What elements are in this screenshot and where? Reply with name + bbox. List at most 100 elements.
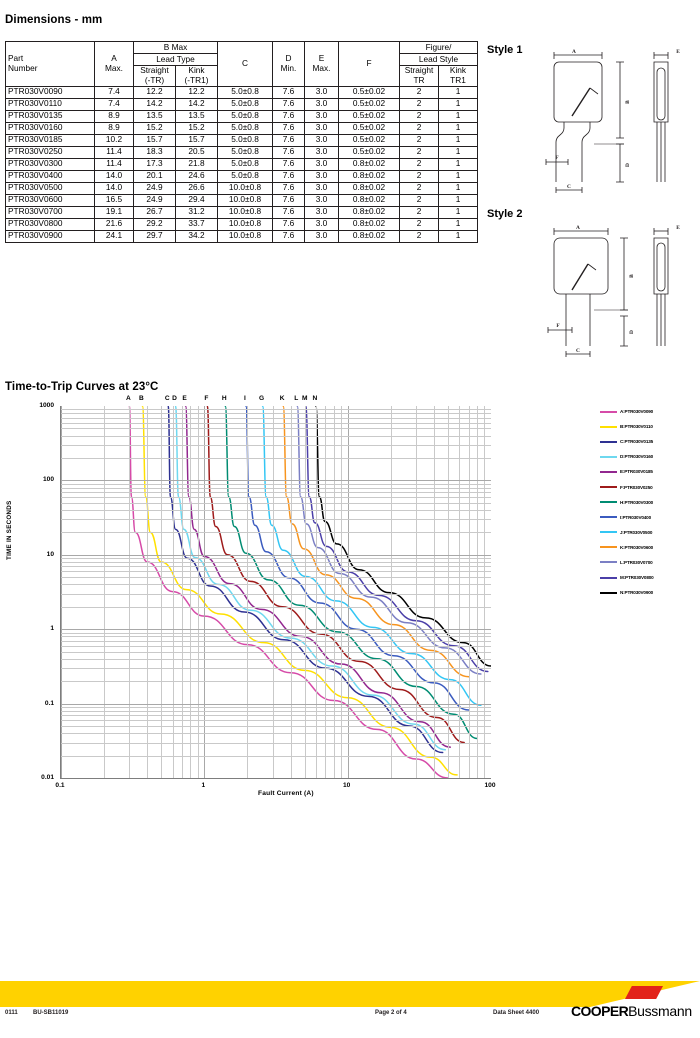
cell-e: 3.0 xyxy=(304,205,339,219)
legend-item[interactable]: H:PTR030V0300 xyxy=(600,495,700,510)
legend-item[interactable]: F:PTR030V0250 xyxy=(600,479,700,494)
cell-b-kink: 33.7 xyxy=(175,217,218,231)
header-row-2: Lead Type Lead Style xyxy=(6,53,478,66)
gridline-horizontal xyxy=(61,487,491,489)
cell-fig-straight: 2 xyxy=(399,169,439,183)
legend-item[interactable]: B:PTR030V0110 xyxy=(600,419,700,434)
legend-item[interactable]: K:PTR030V0600 xyxy=(600,540,700,555)
svg-text:F: F xyxy=(555,155,559,161)
svg-text:C: C xyxy=(567,184,571,190)
gridline-horizontal xyxy=(61,703,491,705)
col-b-kink: Kink (-TR1) xyxy=(175,65,218,87)
cell-d: 7.6 xyxy=(272,109,305,123)
gridline-vertical xyxy=(147,406,149,778)
table-row: PTR030V0700 19.1 26.7 31.2 10.0±0.8 7.6 3.0 0.8… xyxy=(5,205,478,219)
gridline-horizontal xyxy=(61,496,491,498)
cell-f: 0.5±0.02 xyxy=(338,145,400,159)
cell-fig-straight: 2 xyxy=(399,145,439,159)
cell-a: 8.9 xyxy=(94,121,134,135)
gridline-horizontal xyxy=(61,480,491,482)
legend-swatch-icon xyxy=(600,410,617,413)
legend-item[interactable]: M:PTR030V0800 xyxy=(600,570,700,585)
legend-label: B:PTR030V0110 xyxy=(620,424,653,430)
cell-b-kink: 26.6 xyxy=(175,181,218,195)
gridline-vertical xyxy=(484,406,486,778)
legend-item[interactable]: D:PTR030V0160 xyxy=(600,449,700,464)
y-tick-1: 1 xyxy=(50,625,54,633)
gridline-horizontal xyxy=(61,636,491,638)
gridline-horizontal xyxy=(61,409,491,411)
table-row: PTR030V0250 11.4 18.3 20.5 5.0±0.8 7.6 3.0 0.5±… xyxy=(5,145,478,159)
cell-b-straight: 24.9 xyxy=(133,193,176,207)
gridline-horizontal xyxy=(61,566,491,568)
legend-item[interactable]: E:PTR030V0185 xyxy=(600,464,700,479)
svg-text:E: E xyxy=(676,49,680,55)
legend-label: M:PTR030V0800 xyxy=(620,575,654,581)
col-e: E Max. xyxy=(304,41,339,87)
cell-fig-straight: 2 xyxy=(399,97,439,111)
style-1-label: Style 1 xyxy=(487,44,523,56)
gridline-horizontal xyxy=(61,606,491,608)
col-d: D Min. xyxy=(272,41,305,87)
cell-b-straight: 12.2 xyxy=(133,85,176,99)
chart-title: Time-to-Trip Curves at 23°C xyxy=(5,381,159,393)
cell-part: PTR030V0185 xyxy=(5,133,95,147)
curve-D xyxy=(174,406,447,751)
cell-d: 7.6 xyxy=(272,169,305,183)
footer-page-number: Page 2 of 4 xyxy=(375,1010,407,1016)
gridline-horizontal xyxy=(61,725,491,727)
cell-e: 3.0 xyxy=(304,193,339,207)
curve-marker-L: L xyxy=(294,395,299,402)
gridline-horizontal xyxy=(61,629,491,631)
svg-text:A: A xyxy=(572,49,576,55)
curve-marker-A: A xyxy=(125,395,131,402)
cell-c: 10.0±0.8 xyxy=(217,181,273,195)
cell-c: 10.0±0.8 xyxy=(217,205,273,219)
gridline-horizontal xyxy=(61,658,491,660)
cell-d: 7.6 xyxy=(272,193,305,207)
col-fig-straight: Straight TR xyxy=(399,65,439,87)
svg-text:C: C xyxy=(576,348,580,354)
legend-item[interactable]: L:PTR030V0700 xyxy=(600,555,700,570)
cell-e: 3.0 xyxy=(304,217,339,231)
legend-swatch-icon xyxy=(600,516,617,519)
legend-item[interactable]: I:PTR030V0400 xyxy=(600,510,700,525)
curve-marker-E: E xyxy=(182,395,187,402)
legend-item[interactable]: C:PTR030V0135 xyxy=(600,434,700,449)
svg-text:B: B xyxy=(629,274,635,278)
cell-f: 0.8±0.02 xyxy=(338,169,400,183)
cell-a: 7.4 xyxy=(94,85,134,99)
x-tick-10: 10 xyxy=(342,782,351,789)
header-row-1: Part Number A Max. B Max C D Min. E Max.… xyxy=(5,41,478,87)
svg-text:A: A xyxy=(576,225,580,231)
legend-item[interactable]: A:PTR030V0090 xyxy=(600,404,700,419)
cell-part: PTR030V0700 xyxy=(5,205,95,219)
legend-item[interactable]: N:PTR030V0900 xyxy=(600,585,700,600)
curve-F xyxy=(206,406,465,744)
gridline-vertical xyxy=(325,406,327,778)
legend-swatch-icon xyxy=(600,455,617,458)
cell-f: 0.8±0.02 xyxy=(338,205,400,219)
cell-e: 3.0 xyxy=(304,145,339,159)
table-header: Part Number A Max. B Max C D Min. E Max.… xyxy=(5,41,478,87)
cell-part: PTR030V0300 xyxy=(5,157,95,171)
gridline-horizontal xyxy=(61,681,491,683)
gridline-horizontal xyxy=(61,651,491,653)
cell-c: 5.0±0.8 xyxy=(217,109,273,123)
gridline-horizontal xyxy=(61,458,491,459)
gridline-horizontal xyxy=(61,422,491,424)
gridline-vertical xyxy=(447,406,449,778)
legend-label: C:PTR030V0135 xyxy=(620,439,654,445)
curve-A xyxy=(128,406,449,778)
cell-b-straight: 15.7 xyxy=(133,133,176,147)
cell-fig-straight: 2 xyxy=(399,85,439,99)
cell-fig-kink: 1 xyxy=(438,169,478,183)
cell-a: 7.4 xyxy=(94,97,134,111)
cell-d: 7.6 xyxy=(272,217,305,231)
cell-f: 0.8±0.02 xyxy=(338,157,400,171)
legend-item[interactable]: J:PTR030V0500 xyxy=(600,525,700,540)
cell-b-kink: 14.2 xyxy=(175,97,218,111)
gridline-horizontal xyxy=(61,742,491,744)
table-row: PTR030V0800 21.6 29.2 33.7 10.0±0.8 7.6 3.0 0.8… xyxy=(5,217,478,231)
